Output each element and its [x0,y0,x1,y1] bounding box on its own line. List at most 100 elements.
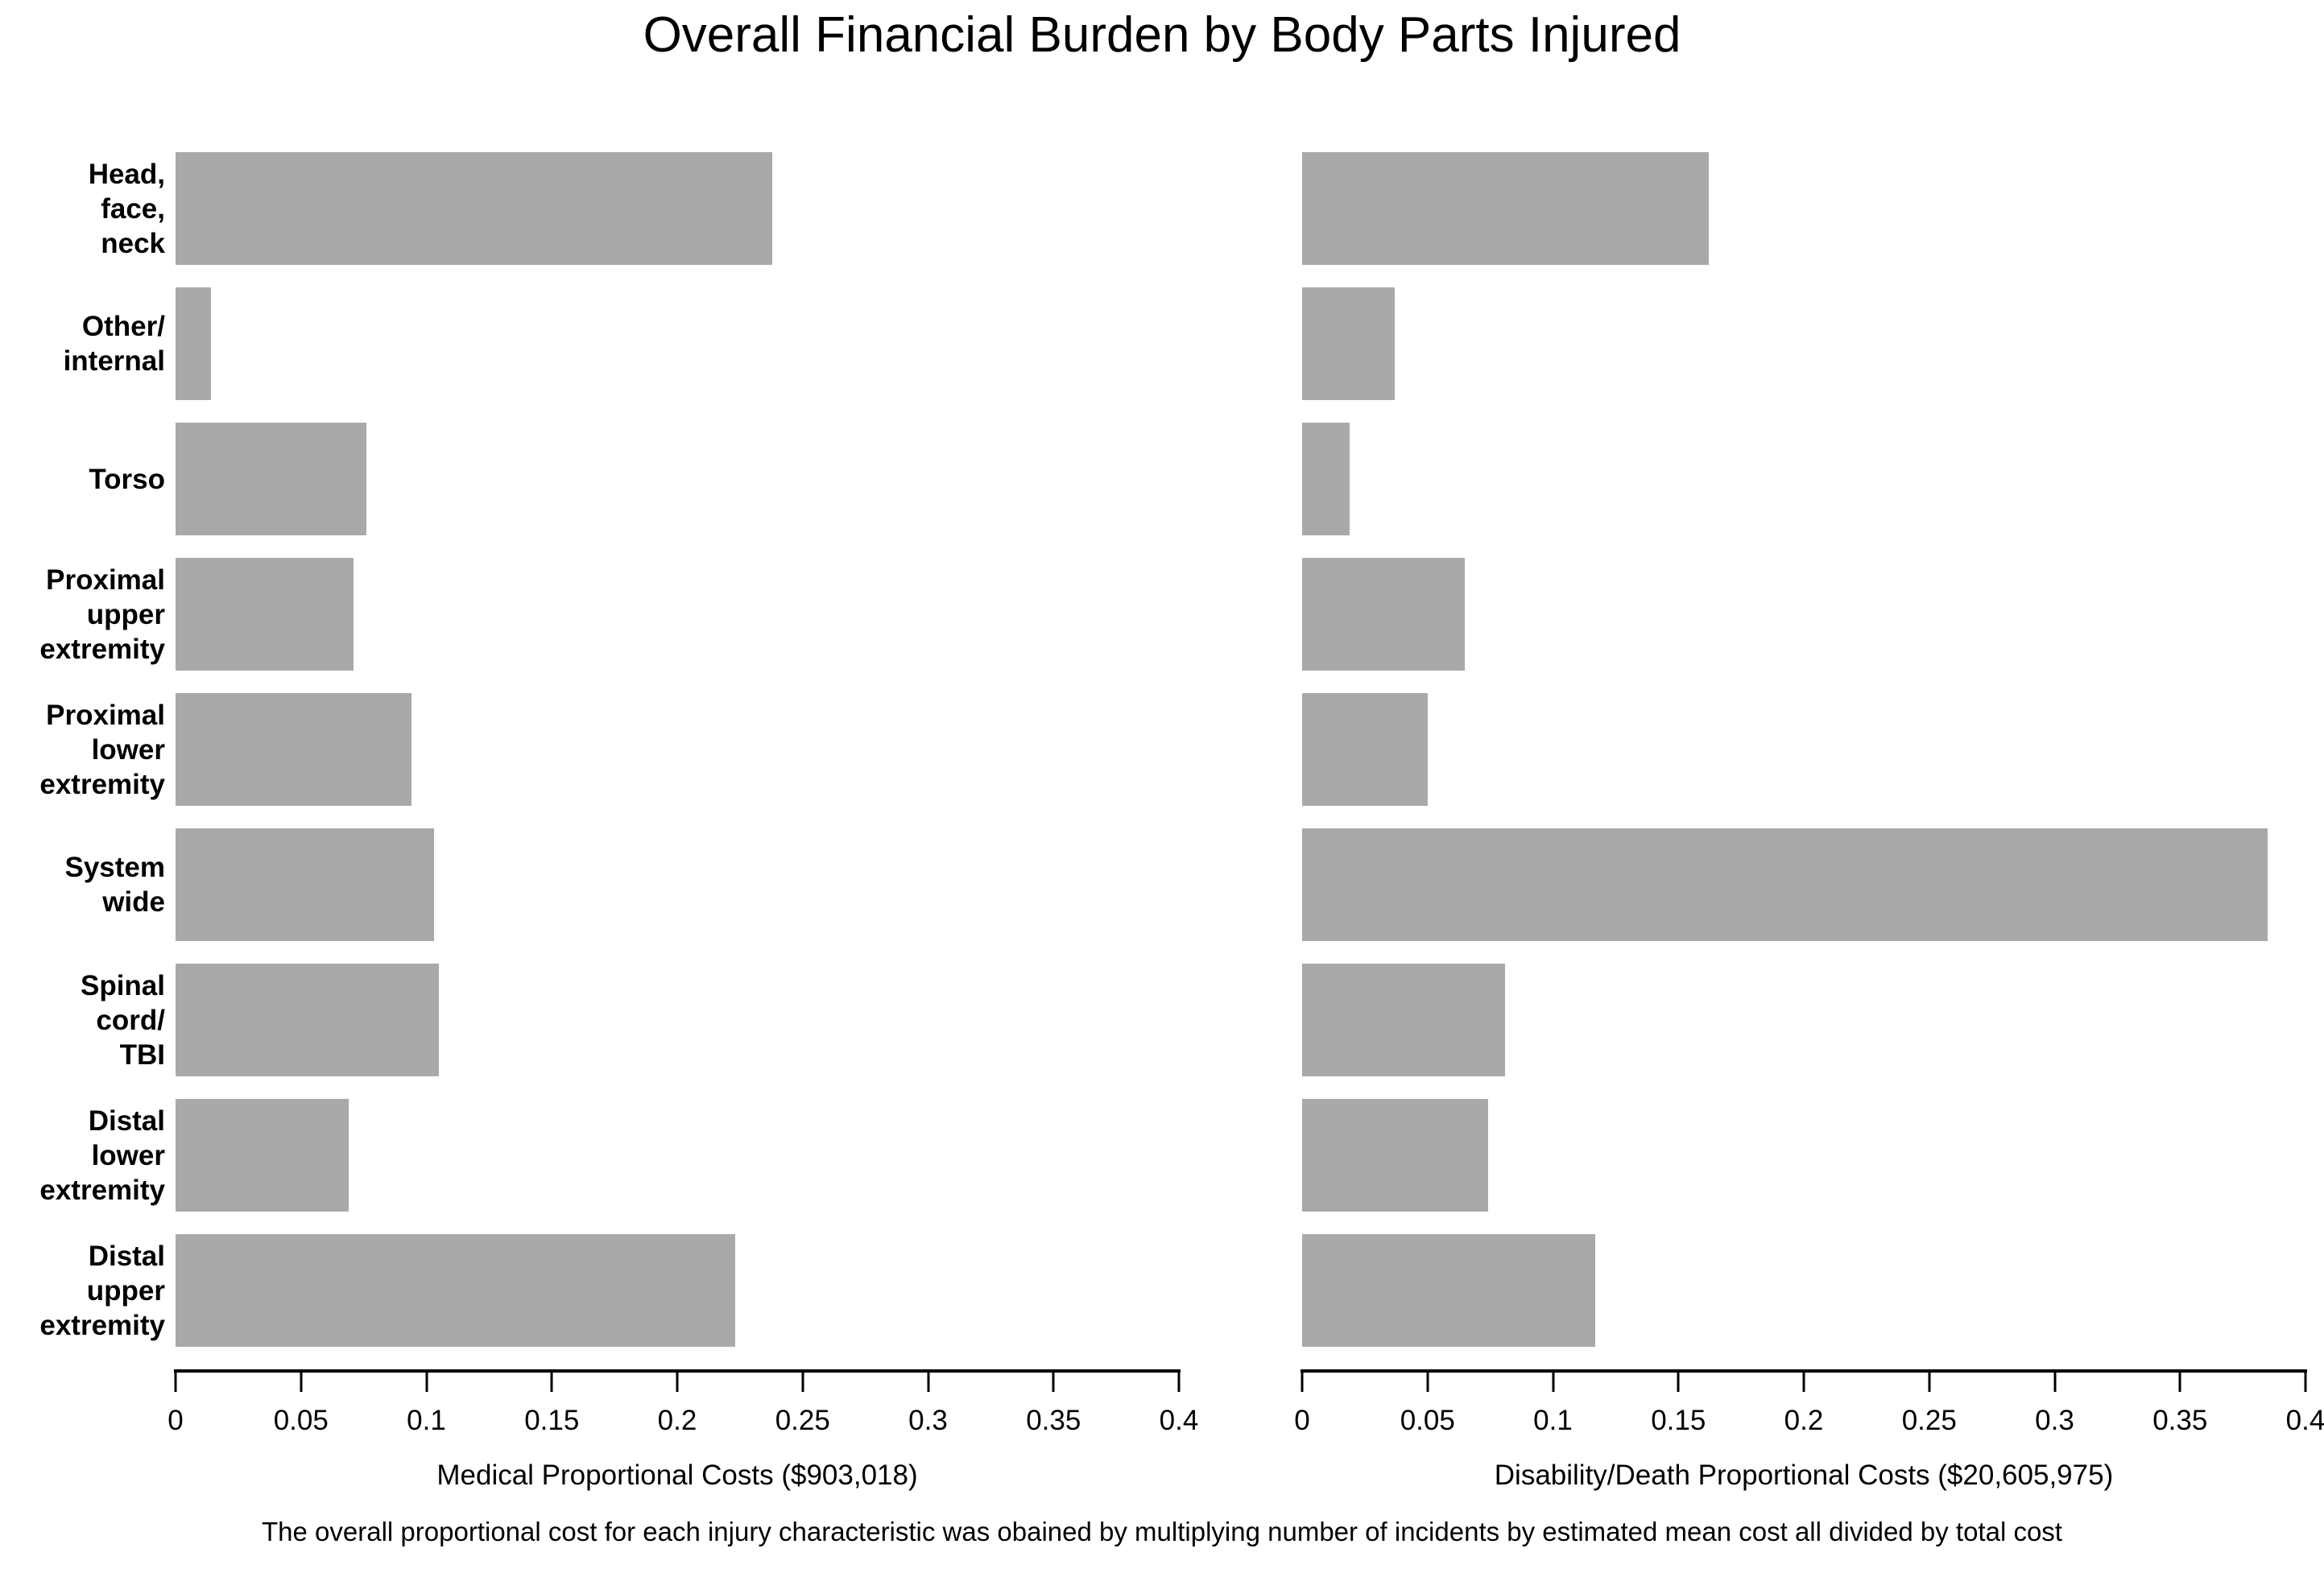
axis-tick [801,1369,804,1392]
category-label: Proximal upper extremity [0,558,165,671]
bar-proximal-upper-extremity [1302,558,1466,671]
axis-tick-label: 0.3 [2035,1405,2074,1436]
x-axis-title-disability: Disability/Death Proportional Costs ($20… [1494,1460,2114,1491]
bar-row [176,964,1179,1076]
axis-tick [2053,1369,2056,1392]
panel-disability: 0 0.05 0.1 0.15 0.2 0.25 0.3 0.35 0.4 Disability… [1294,152,2324,1491]
caption: The overall proportional cost for each i… [262,1517,2062,1546]
axis-tick-label: 0.15 [1651,1405,1706,1436]
chart-title: Overall Financial Burden by Body Parts I… [643,7,1681,63]
category-label: Torso [0,423,165,535]
category-label: Spinal cord/TBI [0,964,165,1076]
axis-tick-label: 0.25 [775,1405,830,1436]
axis-tick-label: 0.1 [1533,1405,1573,1436]
axis-tick [2304,1369,2307,1392]
category-label-text: Spinal cord/TBI [80,969,165,1071]
bar-system-wide [1302,828,2268,941]
bar-other-internal [1302,287,1396,400]
axis-tick [300,1369,303,1392]
bar-row [176,423,1179,535]
bar-row [1302,287,2305,400]
axis-tick-label: 0.35 [1026,1405,1081,1436]
category-label: Head, face, neck [0,152,165,265]
bar-distal-lower-extremity [176,1099,349,1212]
category-label-text: System wide [64,852,165,918]
bar-torso [1302,423,1350,535]
category-label: Other/internal [0,287,165,400]
bar-other-internal [176,287,211,400]
bar-row [1302,558,2305,671]
bar-distal-lower-extremity [1302,1099,1488,1212]
bar-system-wide [176,828,434,941]
bar-head-face-neck [1302,152,1709,265]
axis-tick [2178,1369,2181,1392]
axis-tick-label: 0.3 [908,1405,948,1436]
bar-distal-upper-extremity [176,1234,735,1347]
axis-tick [1052,1369,1055,1392]
axis-tick-label: 0.4 [2285,1405,2324,1436]
axis-tick-label: 0.4 [1159,1405,1199,1436]
category-label-text: Head, face, neck [88,158,165,259]
axis-tick [1552,1369,1554,1392]
bar-row [176,1234,1179,1347]
axis-tick [550,1369,553,1392]
bar-row [176,287,1179,400]
axis-tick-label: 0.1 [407,1405,446,1436]
axis-tick [1426,1369,1429,1392]
bars-disability [1302,152,2305,1347]
bar-row [1302,152,2305,265]
category-label-text: Proximal lower extremity [39,699,165,800]
axis-tick-label: 0.05 [273,1405,329,1436]
axis-tick [425,1369,428,1392]
axis-tick [1928,1369,1931,1392]
bar-row [1302,1099,2305,1212]
bar-row [176,152,1179,265]
category-labels: Head, face, neck Other/internal Torso Proxima… [0,152,165,1369]
axis-tick-label: 0 [1294,1405,1310,1436]
bar-proximal-lower-extremity [176,693,411,806]
axis-tick [1677,1369,1680,1392]
category-label: Proximal lower extremity [0,693,165,806]
axis-tick [174,1369,177,1392]
bar-spinal-cord-tbi [176,964,440,1076]
bar-row [1302,828,2305,941]
bar-torso [176,423,366,535]
axis-tick [1301,1369,1304,1392]
axis-tick-label: 0.2 [1784,1405,1824,1436]
bar-proximal-lower-extremity [1302,693,1428,806]
bar-head-face-neck [176,152,773,265]
x-axis-title-medical: Medical Proportional Costs ($903,018) [436,1460,918,1491]
bar-row [176,828,1179,941]
category-label-text: Proximal upper extremity [39,564,165,665]
bars-medical [176,152,1179,1347]
bar-row [176,693,1179,806]
axis-tick [1802,1369,1805,1392]
axis-tick-label: 0.2 [657,1405,697,1436]
bar-row [1302,423,2305,535]
bar-spinal-cord-tbi [1302,964,1506,1076]
bar-proximal-upper-extremity [176,558,354,671]
bar-row [176,558,1179,671]
panel-medical: 0 0.05 0.1 0.15 0.2 0.25 0.3 0.35 0.4 Medical Pr… [167,152,1198,1491]
axis-tick-label: 0.15 [524,1405,580,1436]
axis-tick-label: 0 [167,1405,184,1436]
axis-tick [1177,1369,1181,1392]
bar-row [176,1099,1179,1212]
category-label-text: Torso [89,463,165,495]
axis-tick-label: 0.25 [1901,1405,1957,1436]
bar-distal-upper-extremity [1302,1234,1596,1347]
category-label: Distal lower extremity [0,1099,165,1212]
axis-tick [676,1369,679,1392]
bar-row [1302,1234,2305,1347]
category-label-text: Other/internal [63,311,165,377]
category-label-text: Distal lower extremity [39,1104,165,1206]
axis-tick-label: 0.35 [2152,1405,2208,1436]
bar-row [1302,693,2305,806]
category-label: Distal upper extremity [0,1234,165,1347]
category-label: System wide [0,828,165,941]
axis-tick [927,1369,929,1392]
category-label-text: Distal upper extremity [39,1240,165,1341]
axis-tick-label: 0.05 [1400,1405,1455,1436]
bar-row [1302,964,2305,1076]
